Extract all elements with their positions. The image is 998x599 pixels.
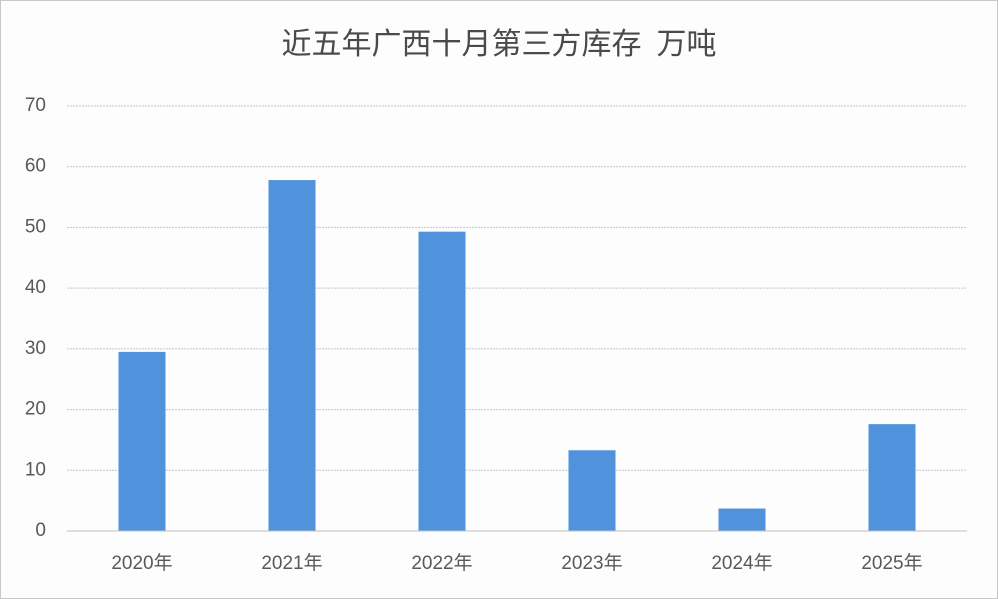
y-tick-label: 0	[35, 520, 46, 541]
y-tick-label: 60	[25, 156, 46, 177]
x-tick-label: 2022年	[411, 552, 472, 574]
bar	[418, 231, 466, 531]
bar	[868, 424, 916, 531]
y-tick-label: 40	[25, 277, 46, 298]
bar	[118, 351, 166, 531]
x-tick-label: 2024年	[711, 552, 772, 574]
x-tick-label: 2020年	[111, 552, 172, 574]
x-tick-label: 2021年	[261, 552, 322, 574]
x-tick-label: 2025年	[861, 552, 922, 574]
x-tick-label: 2023年	[561, 552, 622, 574]
y-tick-label: 20	[25, 399, 46, 420]
bar	[568, 450, 616, 531]
y-tick-label: 70	[25, 95, 46, 116]
y-tick-label: 30	[25, 338, 46, 359]
bar	[268, 180, 316, 532]
bar	[718, 508, 766, 531]
y-tick-label: 50	[25, 216, 46, 237]
chart-title: 近五年广西十月第三方库存 万吨	[282, 28, 717, 61]
y-tick-label: 10	[25, 459, 46, 480]
